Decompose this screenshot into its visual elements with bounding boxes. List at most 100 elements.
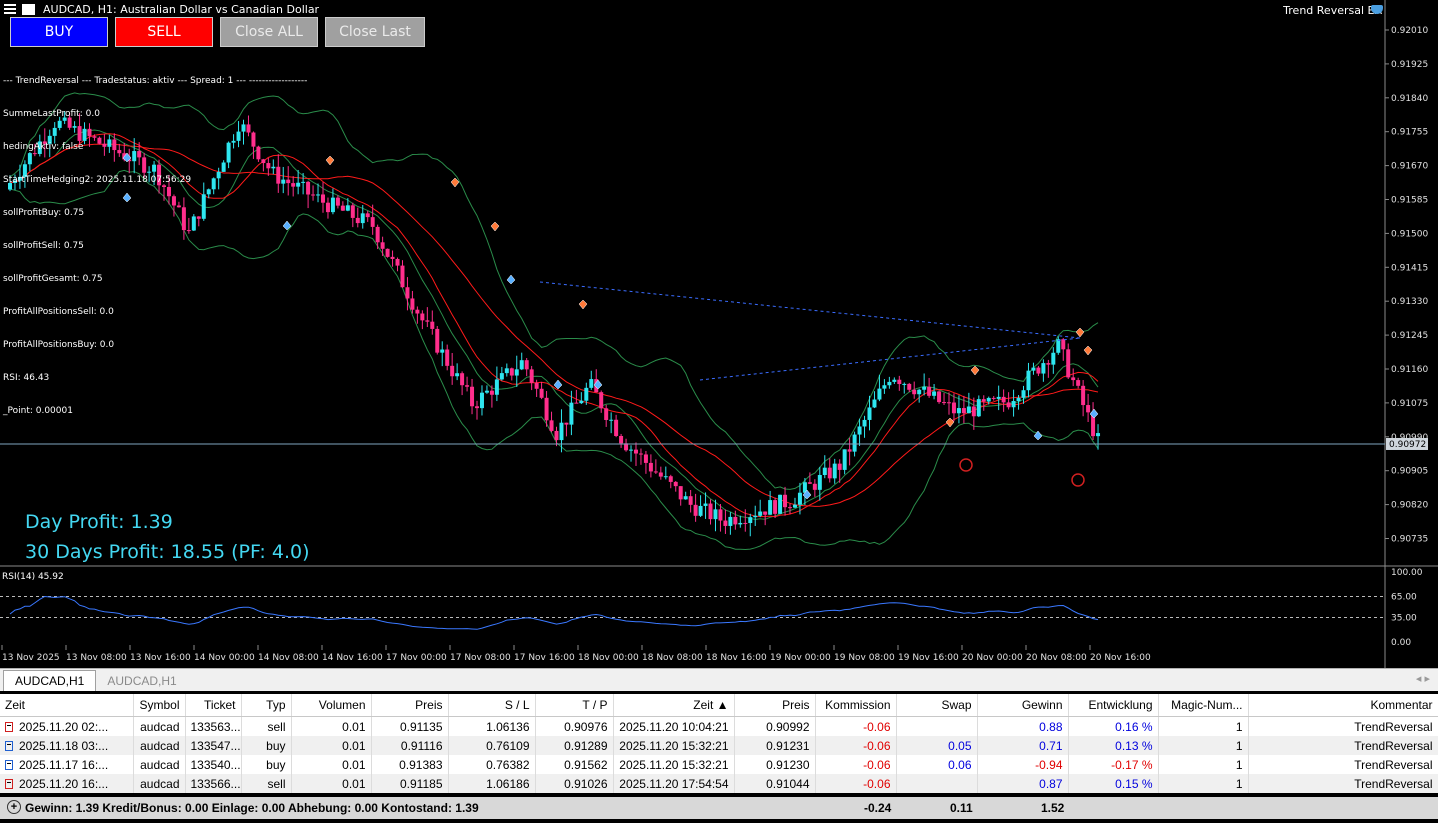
- col-kommission[interactable]: Kommission: [815, 694, 897, 717]
- candle-body: [335, 197, 340, 206]
- candle-body: [176, 205, 181, 208]
- candle-body: [534, 382, 539, 389]
- chart-area[interactable]: 0.92010 0.91925 0.91840 0.91755 0.91670 0.915…: [0, 0, 1438, 668]
- candle-body: [316, 194, 321, 196]
- candle-body: [52, 127, 57, 136]
- candle-body: [340, 205, 345, 211]
- col-kommentar[interactable]: Kommentar: [1248, 694, 1438, 717]
- candle-body: [142, 157, 147, 173]
- info-line: sollProfitBuy: 0.75: [3, 208, 85, 218]
- candle-body: [251, 132, 256, 147]
- chart-title-bar: AUDCAD, H1: Australian Dollar vs Canadia…: [0, 0, 319, 18]
- buy-button[interactable]: BUY: [10, 17, 108, 47]
- candle-body: [147, 171, 152, 173]
- candle-body: [797, 492, 802, 505]
- candle-body: [1086, 405, 1091, 413]
- sell-button[interactable]: SELL: [115, 17, 213, 47]
- candle-body: [946, 402, 951, 404]
- price-tick-label: 0.92010: [1391, 26, 1428, 36]
- candle-body: [455, 373, 460, 377]
- candle-body: [912, 389, 917, 395]
- candle-body: [991, 397, 996, 399]
- close-last-button[interactable]: Close Last: [325, 17, 425, 47]
- candle-body: [887, 381, 892, 386]
- col-symbol[interactable]: Symbol: [133, 694, 186, 717]
- candle-body: [87, 128, 92, 137]
- candle-body: [157, 164, 162, 186]
- candle-body: [355, 217, 360, 224]
- candle-body: [842, 449, 847, 470]
- table-row[interactable]: 2025.11.18 03:... audcad 133547... buy 0…: [0, 736, 1438, 755]
- info-line: _Point: 0.00001: [3, 406, 73, 416]
- col-volumen[interactable]: Volumen: [291, 694, 372, 717]
- price-tick-label: 0.91330: [1391, 297, 1428, 307]
- candle-body: [663, 476, 668, 478]
- col-magic[interactable]: Magic-Num...: [1158, 694, 1249, 717]
- candle-body: [191, 216, 196, 231]
- candle-body: [1066, 349, 1071, 378]
- time-tick-label: 13 Nov 16:00: [130, 653, 191, 663]
- col-tp[interactable]: T / P: [535, 694, 614, 717]
- candle-body: [708, 503, 713, 520]
- candle-body: [728, 516, 733, 526]
- candle-body: [519, 360, 524, 370]
- candle-body: [619, 436, 624, 444]
- col-gewinn[interactable]: Gewinn: [977, 694, 1069, 717]
- slow-ma-line: [9, 143, 1099, 507]
- table-row[interactable]: 2025.11.20 16:... audcad 133566... sell …: [0, 774, 1438, 793]
- col-preis-close[interactable]: Preis: [734, 694, 816, 717]
- time-tick-label: 18 Nov 08:00: [642, 653, 703, 663]
- candle-body: [733, 516, 738, 525]
- ea-info-panel: --- TrendReversal --- Tradestatus: aktiv…: [3, 54, 307, 439]
- candle-body: [117, 150, 122, 154]
- price-tick-label: 0.91755: [1391, 128, 1428, 138]
- price-chart[interactable]: 0.92010 0.91925 0.91840 0.91755 0.91670 0.915…: [0, 0, 1438, 668]
- rsi-level-label: 100.00: [1391, 568, 1423, 578]
- tab-scroll-arrows[interactable]: ◂ ▸: [1415, 673, 1430, 685]
- candle-body: [589, 379, 594, 388]
- col-ticket[interactable]: Ticket: [185, 694, 242, 717]
- candle-body: [440, 349, 445, 353]
- candle-body: [494, 379, 499, 395]
- col-zeit-close[interactable]: Zeit ▲: [613, 694, 735, 717]
- price-tick-label: 0.90905: [1391, 467, 1428, 477]
- candle-body: [365, 213, 370, 218]
- close-all-button[interactable]: Close ALL: [220, 17, 318, 47]
- upper-band-line: [9, 92, 1099, 490]
- candle-body: [231, 140, 236, 143]
- buy-arrow-icon: [282, 220, 292, 231]
- col-sl[interactable]: S / L: [448, 694, 536, 717]
- candle-body: [1046, 363, 1051, 365]
- window-menu-icon[interactable]: [4, 4, 16, 14]
- thumbs-down-icon: [959, 458, 973, 472]
- buy-arrow-icon: [802, 489, 812, 500]
- col-preis[interactable]: Preis: [371, 694, 449, 717]
- candle-body: [867, 407, 872, 420]
- summary-text: Gewinn: 1.39 Kredit/Bonus: 0.00 Einlage:…: [25, 801, 479, 815]
- col-typ[interactable]: Typ: [241, 694, 292, 717]
- candle-body: [306, 181, 311, 195]
- tab-audcad-h1-active[interactable]: AUDCAD,H1: [3, 670, 97, 691]
- table-row[interactable]: 2025.11.17 16:... audcad 133540... buy 0…: [0, 755, 1438, 774]
- candle-body: [211, 178, 216, 190]
- tab-audcad-h1[interactable]: AUDCAD,H1: [107, 674, 177, 688]
- ea-name-label: Trend Reversal EA: [1283, 4, 1382, 17]
- col-entwicklung[interactable]: Entwicklung: [1068, 694, 1159, 717]
- candle-body: [152, 164, 157, 172]
- candle-body: [897, 379, 902, 385]
- candle-body: [693, 504, 698, 516]
- day-profit: Day Profit: 1.39: [25, 511, 173, 533]
- candle-body: [792, 504, 797, 508]
- candle-body: [1061, 339, 1066, 350]
- candle-body: [917, 389, 922, 395]
- info-line: SummeLastProfit: 0.0: [3, 109, 100, 119]
- time-tick-label: 17 Nov 08:00: [450, 653, 511, 663]
- candle-body: [266, 163, 271, 169]
- table-row[interactable]: 2025.11.20 02:... audcad 133563... sell …: [0, 716, 1438, 736]
- col-zeit[interactable]: Zeit: [0, 694, 134, 717]
- time-tick-label: 17 Nov 00:00: [386, 653, 447, 663]
- table-header: Zeit Symbol Ticket Typ Volumen Preis S /…: [0, 694, 1438, 717]
- summary-toggle-icon[interactable]: +: [7, 800, 21, 814]
- col-swap[interactable]: Swap: [896, 694, 978, 717]
- candle-body: [241, 124, 246, 132]
